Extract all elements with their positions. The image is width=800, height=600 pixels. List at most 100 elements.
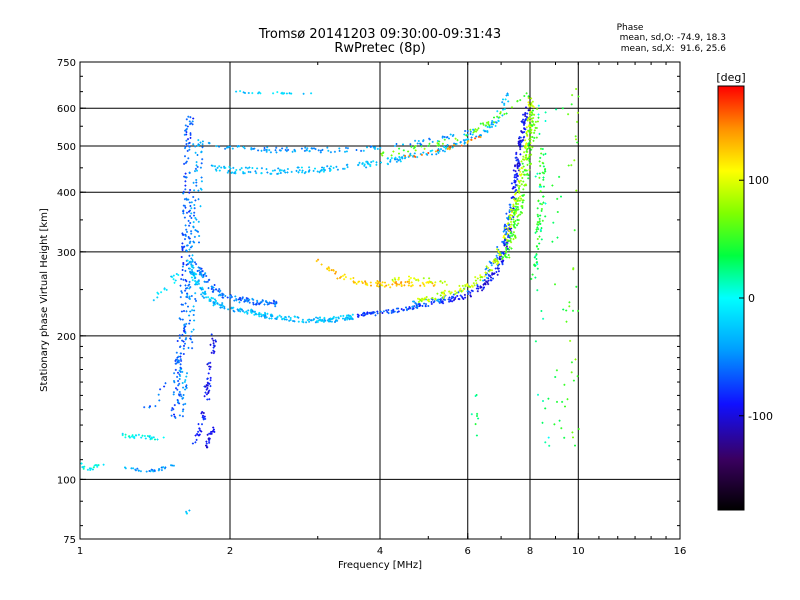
data-point [513, 221, 515, 224]
data-point [414, 139, 416, 142]
data-point [208, 382, 210, 385]
data-point [409, 154, 410, 157]
data-point [197, 189, 199, 192]
data-point [365, 313, 367, 316]
data-point [495, 124, 497, 127]
data-point [481, 289, 483, 292]
data-point [186, 131, 187, 134]
data-point [313, 318, 315, 321]
data-point [491, 121, 493, 124]
data-point [568, 164, 570, 167]
data-point [218, 288, 220, 291]
data-point [486, 130, 488, 133]
data-point [171, 414, 173, 417]
data-point [180, 393, 182, 396]
data-point [568, 305, 570, 308]
data-point [519, 185, 521, 187]
data-point [410, 277, 412, 279]
data-point [501, 101, 503, 104]
data-point [442, 135, 444, 138]
data-point [516, 164, 518, 166]
data-point [505, 246, 507, 249]
data-point [348, 317, 350, 320]
data-point [467, 138, 469, 141]
data-point [524, 139, 526, 142]
data-point [480, 122, 482, 125]
data-point [507, 218, 509, 221]
data-point [183, 324, 185, 327]
data-point [399, 158, 401, 161]
data-point [332, 269, 334, 271]
data-point [323, 168, 324, 171]
data-point [184, 402, 186, 405]
data-point [487, 121, 489, 124]
data-point [193, 189, 195, 192]
data-point [193, 274, 195, 277]
data-point [490, 123, 492, 126]
data-point [423, 298, 425, 301]
data-point [510, 230, 511, 233]
data-point [427, 299, 429, 302]
data-point [179, 391, 181, 393]
data-point [453, 142, 455, 145]
data-point [89, 469, 91, 471]
data-point [396, 160, 398, 163]
data-point [492, 277, 494, 280]
data-point [265, 300, 267, 303]
data-point [217, 166, 219, 169]
data-point [381, 152, 382, 155]
data-point [423, 139, 424, 142]
data-point [144, 435, 146, 437]
data-point [347, 147, 349, 150]
data-point [193, 241, 195, 244]
data-point [521, 206, 523, 209]
data-point [448, 298, 449, 301]
data-point [515, 176, 517, 179]
data-point [505, 232, 507, 235]
data-point [320, 151, 322, 154]
data-point [467, 293, 469, 295]
data-point [256, 167, 258, 170]
data-point [388, 312, 390, 315]
data-point [152, 470, 154, 473]
data-point [434, 283, 436, 286]
data-point [187, 125, 189, 128]
data-point [530, 97, 532, 100]
data-point [528, 104, 530, 107]
data-point [484, 130, 486, 133]
data-point [188, 283, 190, 286]
data-point [178, 361, 180, 364]
data-point [184, 325, 186, 328]
data-point [497, 262, 499, 264]
data-point [518, 144, 520, 146]
data-point [539, 202, 541, 205]
data-point [500, 255, 502, 258]
data-point [375, 163, 377, 166]
data-point [510, 226, 512, 228]
data-point [192, 240, 194, 243]
data-point [535, 231, 536, 234]
data-point [328, 318, 330, 321]
data-point [181, 273, 183, 276]
data-point [408, 282, 410, 285]
data-point [189, 205, 191, 207]
data-point [493, 273, 495, 275]
data-point [206, 393, 208, 396]
data-point [248, 166, 250, 169]
data-point [520, 197, 522, 200]
data-point [542, 161, 544, 164]
data-point [423, 302, 425, 305]
data-point [460, 287, 461, 290]
data-point [235, 169, 237, 171]
data-point [504, 239, 506, 242]
data-point [185, 233, 186, 236]
data-point [560, 195, 562, 198]
data-point [311, 147, 313, 150]
data-point [442, 292, 444, 295]
data-point [267, 312, 268, 315]
data-point [194, 275, 195, 278]
data-point [430, 301, 432, 303]
data-point [529, 162, 531, 165]
data-point [528, 130, 530, 133]
